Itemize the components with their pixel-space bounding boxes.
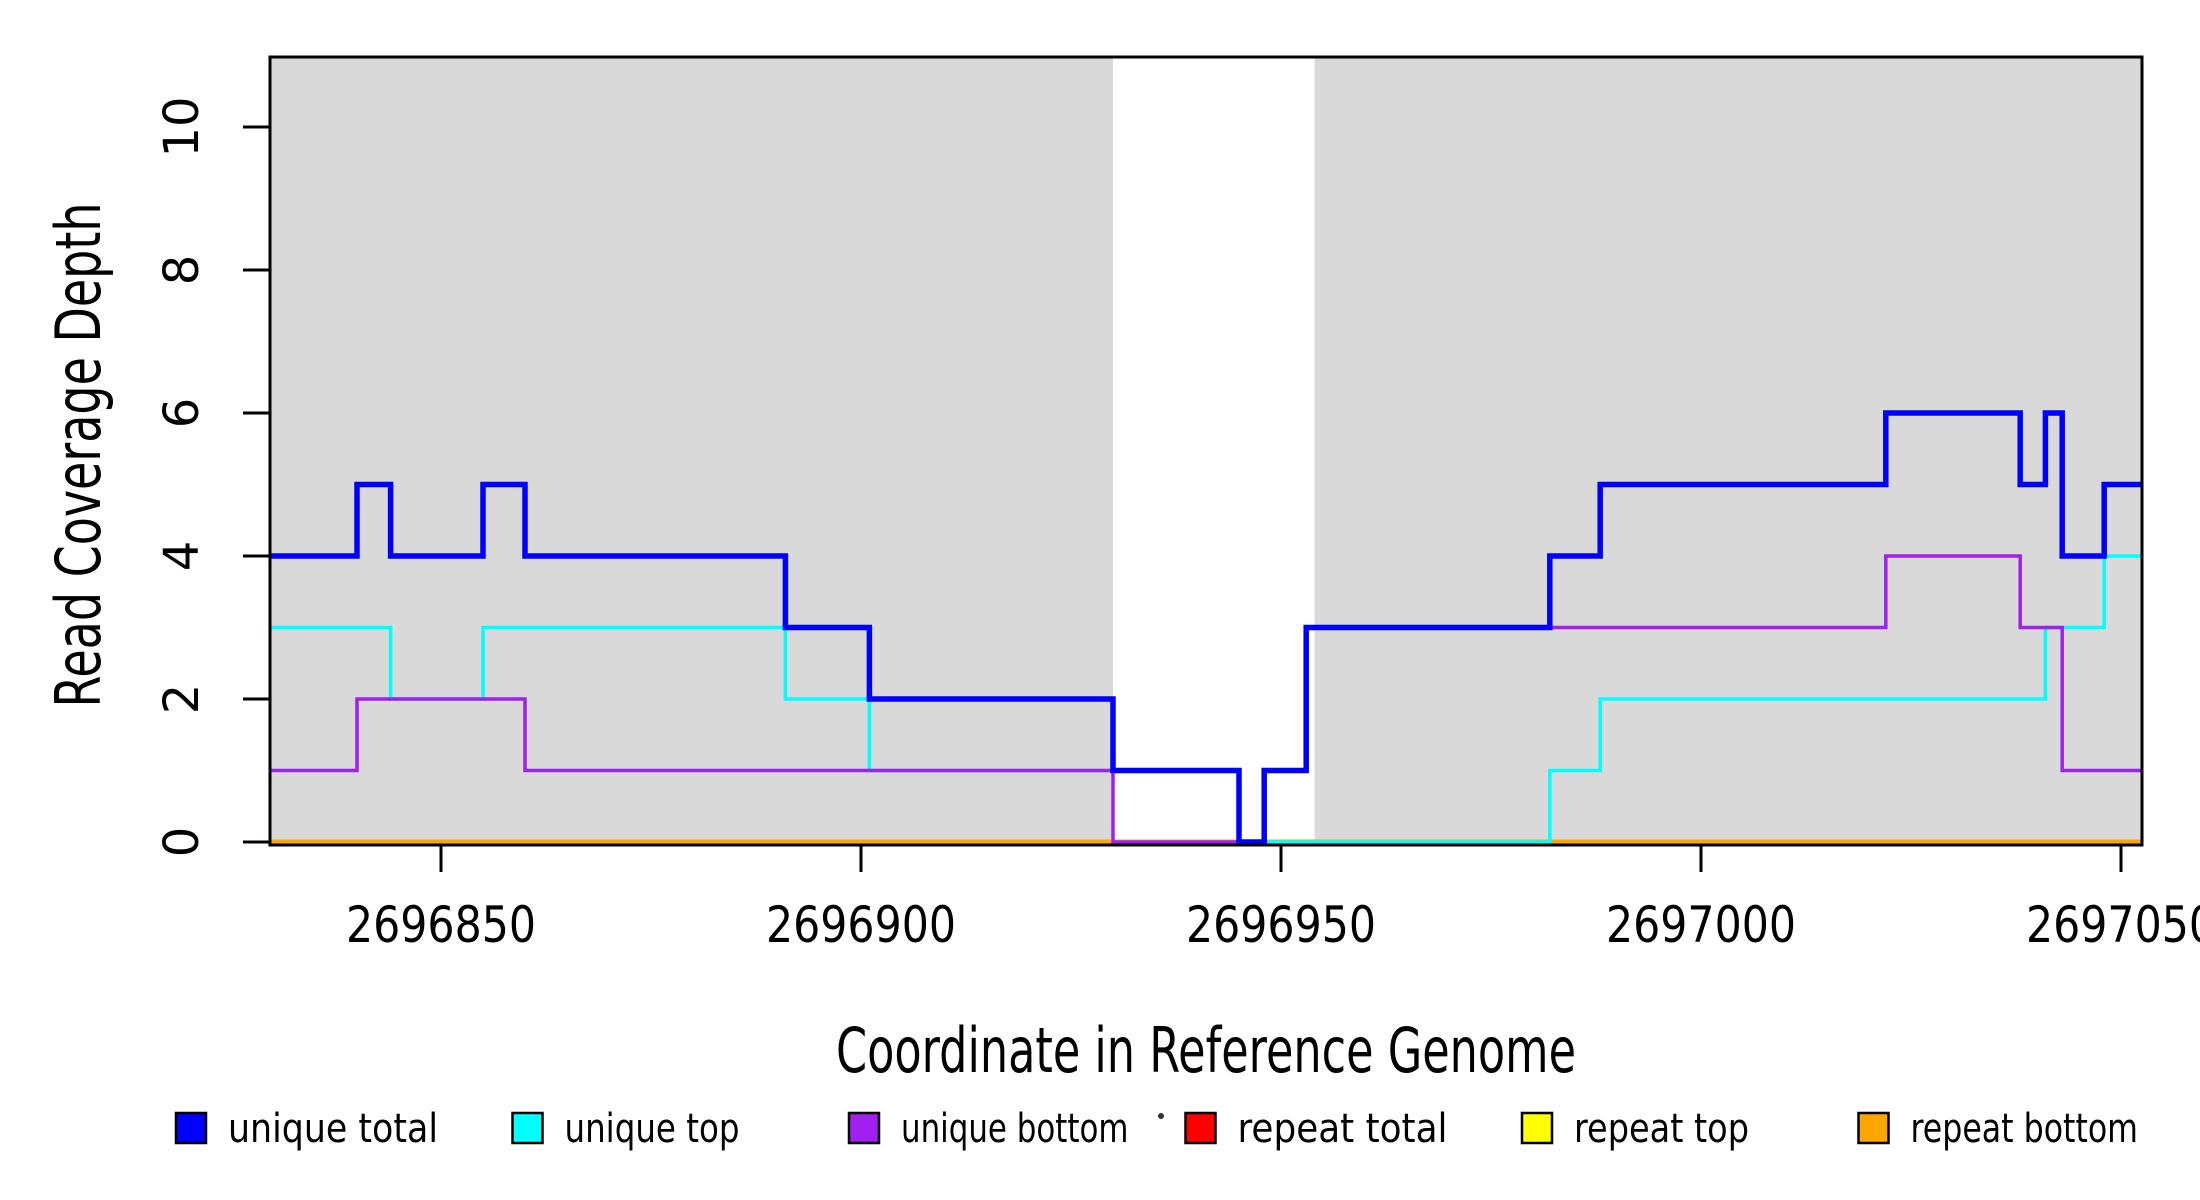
- legend-swatch-unique-total: [174, 1111, 208, 1145]
- masked-region-group: [270, 58, 2142, 843]
- stray-dot: [1158, 1113, 1164, 1119]
- legend-swatch-repeat-total: [1184, 1111, 1217, 1145]
- masked-region: [270, 58, 1113, 843]
- x-tick-label: 2697050: [2026, 896, 2200, 954]
- masked-region: [1314, 58, 2142, 843]
- y-tick-label: 0: [154, 827, 210, 858]
- legend-label-repeat-top: repeat top: [1574, 1106, 1749, 1152]
- x-axis-label: Coordinate in Reference Genome: [836, 1014, 1576, 1087]
- legend-swatch-unique-bottom: [847, 1111, 881, 1145]
- y-tick-label: 8: [154, 255, 210, 286]
- plot-frame: [268, 55, 2144, 847]
- x-tick-label: 2696850: [346, 896, 536, 954]
- y-axis-label: Read Coverage Depth: [42, 203, 115, 708]
- legend-swatch-repeat-bottom: [1857, 1111, 1890, 1145]
- x-tick-label: 2696950: [1186, 896, 1376, 954]
- legend-label-unique-bottom: unique bottom: [901, 1106, 1129, 1152]
- legend-swatch-repeat-top: [1520, 1111, 1554, 1145]
- x-tick-label: 2697000: [1606, 896, 1796, 954]
- y-tick-label: 4: [154, 541, 210, 572]
- y-axis-ticks: 0 2 4 6 8 10: [154, 96, 270, 857]
- x-axis-ticks: 2696850 2696900 2696950 2697000 2697050: [346, 845, 2200, 954]
- legend-swatch-unique-top: [511, 1111, 544, 1145]
- legend-label-unique-total: unique total: [228, 1106, 438, 1152]
- series-line-unique-total: [270, 410, 2142, 845]
- legend-label-unique-top: unique top: [565, 1106, 740, 1152]
- series-group: [270, 410, 2142, 845]
- legend-label-repeat-total: repeat total: [1238, 1106, 1448, 1152]
- legend: unique total unique top unique bottom repea…: [174, 1106, 2139, 1152]
- y-tick-label: 2: [154, 684, 210, 715]
- x-tick-label: 2696900: [766, 896, 956, 954]
- legend-label-repeat-bottom: repeat bottom: [1911, 1106, 2139, 1152]
- y-tick-label: 6: [154, 398, 210, 429]
- y-tick-label: 10: [154, 96, 210, 157]
